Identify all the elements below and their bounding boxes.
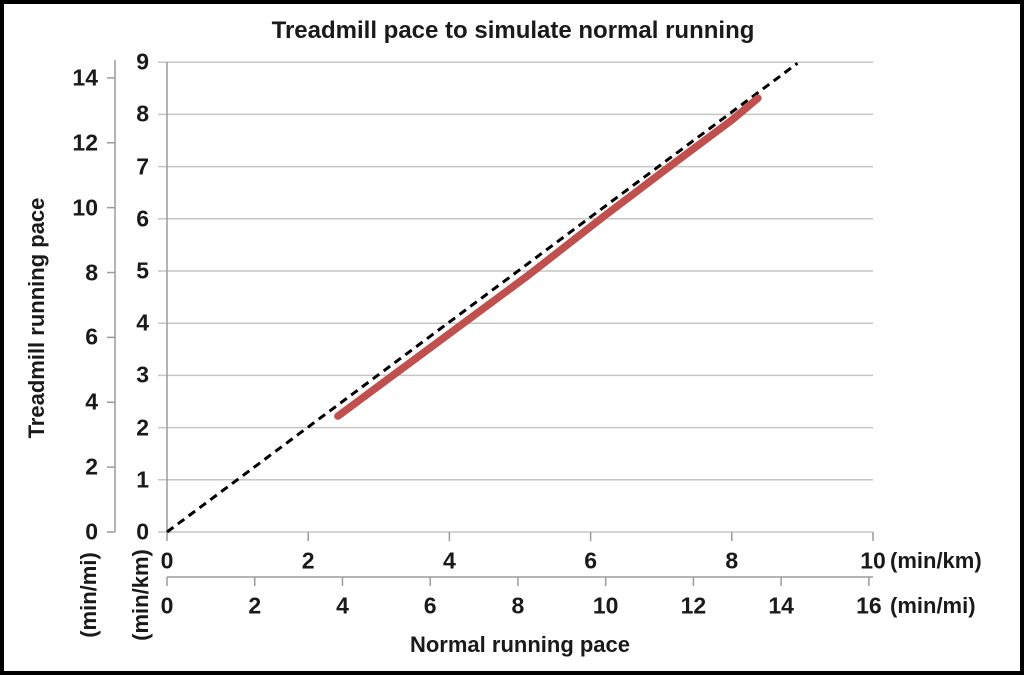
x-axis-mi-tick-label: 2 xyxy=(248,592,262,619)
x-axis-km-tick-label: 8 xyxy=(725,547,739,574)
chart-title: Treadmill pace to simulate normal runnin… xyxy=(271,17,755,44)
y-axis-km-tick-label: 0 xyxy=(136,518,149,545)
x-axis-mi-tick-label: 4 xyxy=(336,592,349,619)
x-axis-km-tick-label: 10 xyxy=(860,547,886,574)
x-axis-km-tick-label: 0 xyxy=(160,547,174,574)
y-axis-km-tick-label: 5 xyxy=(136,257,149,284)
x-axis-mi-tick-label: 10 xyxy=(592,592,619,619)
y-axis-km-tick-label: 2 xyxy=(136,414,149,441)
y-axis-km-tick-label: 9 xyxy=(136,48,149,75)
y-axis-mi-tick-label: 2 xyxy=(85,453,98,480)
y-axis-mi-tick-label: 10 xyxy=(72,194,98,221)
y-axis-km-tick-label: 4 xyxy=(136,309,149,336)
y-axis-mi-tick-label: 6 xyxy=(85,323,98,350)
treadmill-pace-line xyxy=(334,94,762,420)
y-axis-km-tick-label: 1 xyxy=(136,466,149,493)
x-axis-title: Normal running pace xyxy=(409,632,631,657)
x-axis-unit-min-km: (min/km) xyxy=(890,548,982,573)
x-axis-km-tick-label: 4 xyxy=(442,547,456,574)
y-axis-km-tick-label: 7 xyxy=(136,153,149,180)
y-axis-unit-min-mi: (min/mi) xyxy=(76,552,101,638)
y-axis-mi-tick-label: 0 xyxy=(85,518,98,545)
y-axis-km-tick-label: 8 xyxy=(136,100,149,127)
plot-svg xyxy=(107,60,874,586)
x-axis-mi-tick-label: 6 xyxy=(423,592,437,619)
x-axis-mi-tick-label: 12 xyxy=(680,592,707,619)
x-axis-mi-tick-label: 8 xyxy=(511,592,525,619)
y-axis-mi-tick-label: 14 xyxy=(72,64,98,91)
y-axis-km-tick-label: 3 xyxy=(136,361,149,388)
x-axis-km-tick-label: 2 xyxy=(301,547,315,574)
x-axis-mi-tick-label: 0 xyxy=(160,592,174,619)
x-axis-mi-tick-label: 16 xyxy=(856,592,882,619)
y-axis-unit-min-km: (min/km) xyxy=(128,549,153,641)
y-axis-mi-tick-label: 12 xyxy=(72,129,98,156)
y-axis-mi-tick-label: 4 xyxy=(85,388,98,415)
x-axis-km-tick-label: 6 xyxy=(584,547,597,574)
y-axis-title: Treadmill running pace xyxy=(24,197,49,439)
identity-reference-line xyxy=(166,62,799,534)
x-axis-unit-min-mi: (min/mi) xyxy=(890,593,976,618)
y-axis-mi-tick-label: 8 xyxy=(85,259,98,285)
x-axis-mi-tick-label: 14 xyxy=(768,592,794,619)
y-axis-km-tick-label: 6 xyxy=(136,205,149,232)
